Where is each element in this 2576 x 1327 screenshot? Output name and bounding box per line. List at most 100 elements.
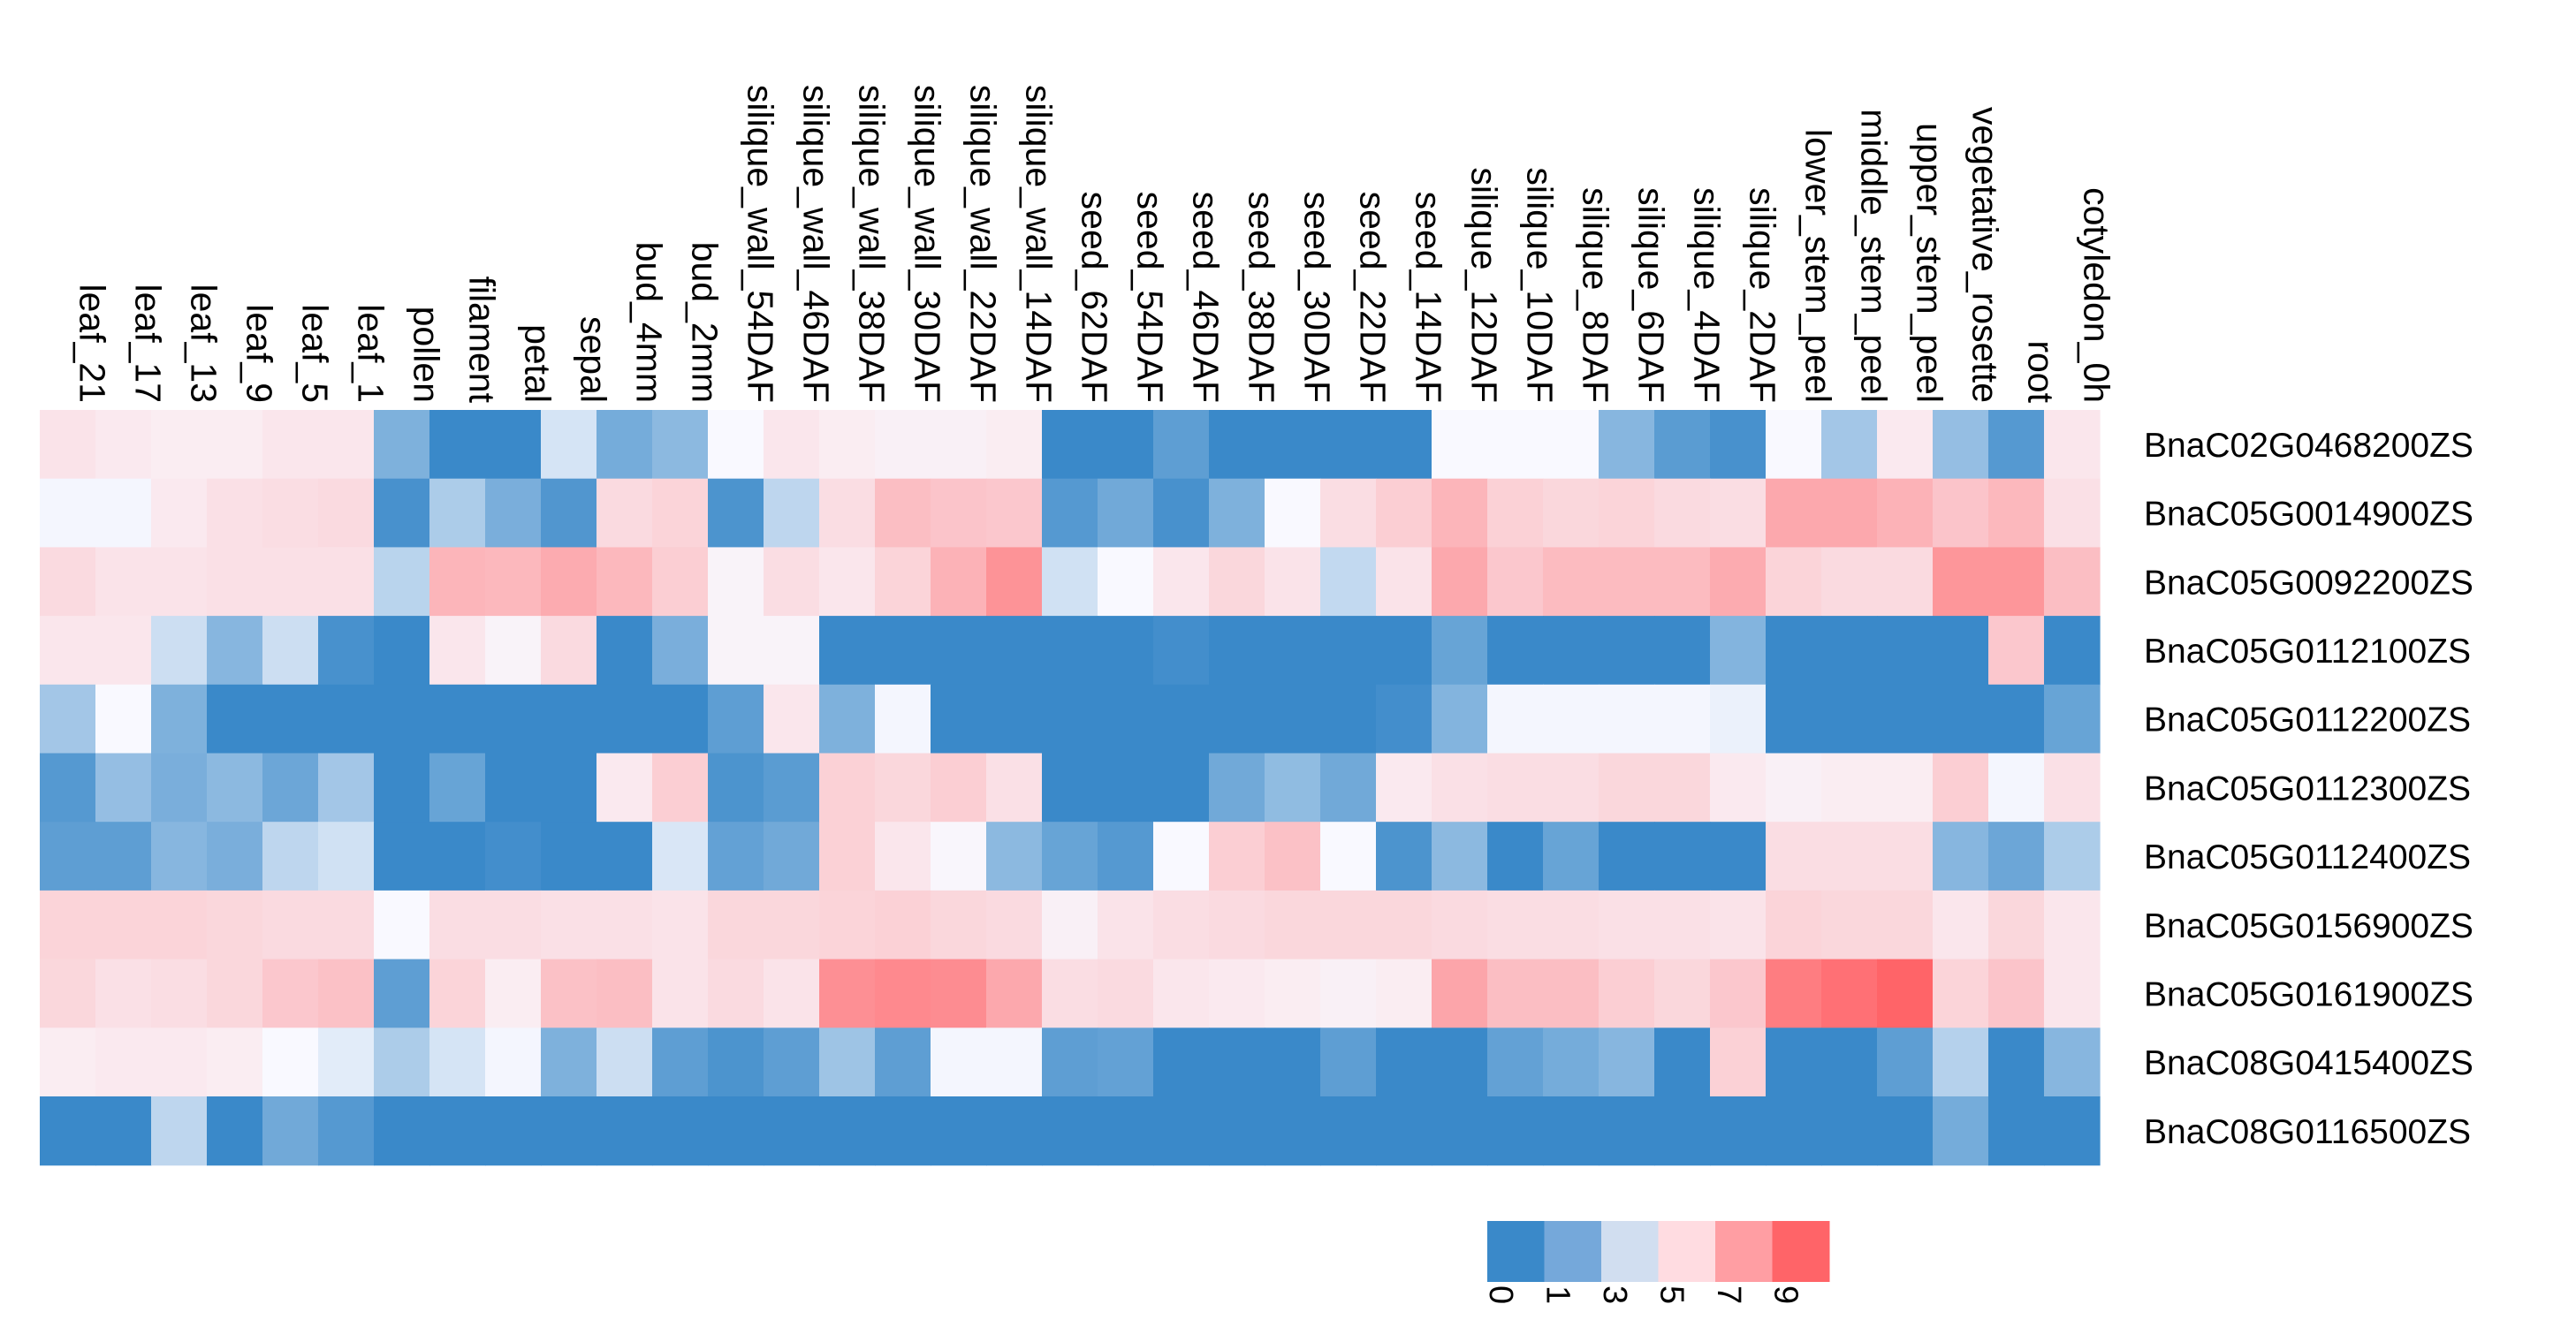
heatmap-cell [1153, 890, 1210, 960]
column-label: seed_46DAF [1186, 192, 1227, 403]
heatmap-cell [429, 753, 486, 823]
heatmap-cell [1376, 1096, 1432, 1166]
heatmap-cell [262, 959, 319, 1028]
heatmap-cell [485, 478, 542, 548]
heatmap-cell [262, 1027, 319, 1097]
heatmap-cell [986, 753, 1043, 823]
heatmap-cell [875, 684, 931, 754]
heatmap-cell [819, 684, 876, 754]
heatmap-cell [207, 753, 263, 823]
legend-swatch [1601, 1221, 1659, 1282]
heatmap-cell [1432, 822, 1488, 891]
heatmap-cell [1432, 547, 1488, 617]
heatmap-cell [1710, 616, 1767, 686]
heatmap-cell [40, 959, 96, 1028]
heatmap-cell [2044, 959, 2101, 1028]
heatmap-cell [1766, 410, 1822, 480]
heatmap-cell [875, 822, 931, 891]
heatmap-cell [1654, 478, 1711, 548]
heatmap-cell [151, 822, 208, 891]
legend-swatch [1715, 1221, 1773, 1282]
heatmap-cell [1988, 1027, 2045, 1097]
column-label: vegetative_rosette [1965, 107, 2006, 403]
heatmap-cell [1543, 959, 1600, 1028]
heatmap-cell [1654, 822, 1711, 891]
heatmap-cell [708, 410, 764, 480]
heatmap-cell [485, 684, 542, 754]
heatmap-cell [819, 410, 876, 480]
column-label: filament [462, 276, 503, 403]
heatmap-cell [1487, 410, 1544, 480]
heatmap-cell [541, 890, 597, 960]
heatmap-cell [986, 1027, 1043, 1097]
heatmap-cell [1042, 547, 1098, 617]
heatmap-cell [207, 684, 263, 754]
heatmap-cell [1153, 1027, 1210, 1097]
heatmap-cell [2044, 616, 2101, 686]
heatmap-cell [764, 1096, 820, 1166]
heatmap-cell [1042, 478, 1098, 548]
heatmap-cell [95, 753, 152, 823]
heatmap-cell [207, 959, 263, 1028]
heatmap-cell [1821, 822, 1878, 891]
row-label: BnaC05G0092200ZS [2144, 564, 2473, 602]
heatmap-cell [374, 753, 430, 823]
heatmap-cell [1376, 478, 1432, 548]
heatmap-cell [541, 547, 597, 617]
heatmap-cell [1320, 959, 1377, 1028]
column-label: silique_wall_46DAF [796, 85, 837, 403]
heatmap-cell [207, 616, 263, 686]
heatmap-cell [1543, 684, 1600, 754]
heatmap-cell [1710, 890, 1767, 960]
heatmap-cell [1877, 822, 1934, 891]
heatmap-cell [931, 1096, 987, 1166]
heatmap-cell [1209, 1027, 1265, 1097]
heatmap-cell [318, 1027, 375, 1097]
heatmap-cell [1432, 1027, 1488, 1097]
heatmap-cell [1710, 410, 1767, 480]
heatmap-cell [1877, 684, 1934, 754]
heatmap-cell [1543, 1096, 1600, 1166]
heatmap-cell [485, 1027, 542, 1097]
heatmap-cell [262, 822, 319, 891]
heatmap-cell [1988, 890, 2045, 960]
heatmap-cell [1487, 1096, 1544, 1166]
heatmap-cell [764, 684, 820, 754]
heatmap-cell [1487, 616, 1544, 686]
heatmap-cell [207, 1096, 263, 1166]
heatmap-cell [1153, 684, 1210, 754]
row-label: BnaC05G0112400ZS [2144, 838, 2471, 876]
heatmap-cell [1933, 959, 1989, 1028]
heatmap-cell [1376, 1027, 1432, 1097]
heatmap-cell [1265, 547, 1321, 617]
heatmap-cell [875, 1096, 931, 1166]
legend-tick-label: 1 [1539, 1285, 1577, 1304]
heatmap-cell [95, 1096, 152, 1166]
heatmap-cell [1487, 822, 1544, 891]
heatmap-cell [1487, 547, 1544, 617]
heatmap-cell [652, 822, 709, 891]
heatmap-cell [597, 890, 653, 960]
heatmap-cell [541, 410, 597, 480]
heatmap-cell [1265, 753, 1321, 823]
heatmap-cell [151, 753, 208, 823]
heatmap-cell [1766, 616, 1822, 686]
legend-tick-label: 0 [1482, 1285, 1519, 1304]
heatmap-cell [819, 822, 876, 891]
heatmap-cell [986, 890, 1043, 960]
heatmap-cell [1042, 959, 1098, 1028]
legend-swatch [1487, 1221, 1545, 1282]
heatmap-cell [1098, 547, 1154, 617]
heatmap-cell [429, 822, 486, 891]
heatmap-cell [931, 547, 987, 617]
heatmap-cell [1265, 890, 1321, 960]
heatmap-cell [1599, 1096, 1655, 1166]
column-label: silique_wall_30DAF [908, 85, 948, 403]
heatmap-cell [708, 1027, 764, 1097]
heatmap-cell [652, 1096, 709, 1166]
column-label: silique_6DAF [1631, 187, 1672, 403]
heatmap-cell [429, 959, 486, 1028]
heatmap-cell [986, 478, 1043, 548]
heatmap-cell [1821, 547, 1878, 617]
heatmap-cell [1265, 478, 1321, 548]
